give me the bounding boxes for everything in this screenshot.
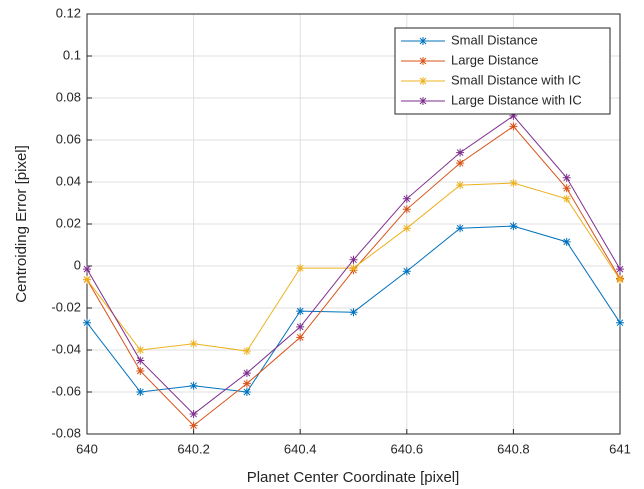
marker	[562, 237, 571, 246]
marker	[296, 333, 305, 342]
marker	[616, 318, 624, 327]
marker	[402, 267, 411, 276]
marker	[242, 347, 251, 356]
x-tick-label: 640.8	[497, 441, 530, 456]
y-axis-label: Centroiding Error [pixel]	[13, 145, 30, 303]
marker	[136, 367, 145, 375]
y-tick-label: -0.02	[51, 299, 81, 314]
marker	[136, 388, 145, 396]
plot-frame	[86, 13, 621, 435]
marker	[456, 159, 465, 168]
marker	[242, 388, 251, 396]
marker	[509, 222, 518, 231]
marker	[616, 275, 624, 284]
x-tick-label: 640	[76, 441, 98, 456]
legend-box	[394, 27, 611, 115]
marker	[509, 122, 518, 131]
marker	[83, 265, 91, 274]
y-tick-label: 0.12	[56, 5, 81, 20]
marker	[189, 410, 198, 419]
legend: Small Distance Large Distance Small Distan…	[394, 27, 611, 115]
marker	[296, 264, 305, 273]
marker	[349, 255, 358, 264]
legend-marker	[419, 97, 427, 105]
marker	[402, 194, 411, 203]
y-tick-label: 0.06	[56, 131, 81, 146]
marker	[562, 194, 571, 203]
x-axis-label: Planet Center Coordinate [pixel]	[247, 469, 460, 486]
y-tick-label: 0	[74, 257, 81, 272]
marker	[296, 307, 305, 316]
marker	[189, 381, 198, 390]
y-tick-label: -0.06	[51, 383, 81, 398]
marker	[349, 264, 358, 273]
legend-marker	[419, 57, 427, 65]
legend-label: Small Distance	[451, 32, 538, 47]
marker	[562, 173, 571, 182]
x-tick-label: 641	[609, 441, 631, 456]
x-tick-label: 640.6	[391, 441, 424, 456]
legend-marker	[419, 77, 427, 85]
marker	[189, 339, 198, 348]
marker	[83, 275, 91, 284]
marker	[616, 265, 624, 274]
y-tick-label: -0.08	[51, 425, 81, 440]
marker	[349, 308, 358, 317]
marker	[136, 356, 145, 365]
marker	[242, 379, 251, 388]
legend-marker	[419, 37, 427, 45]
marker	[509, 179, 518, 188]
marker	[136, 346, 145, 354]
y-tick-label: 0.08	[56, 89, 81, 104]
marker	[83, 318, 91, 327]
marker	[456, 148, 465, 157]
y-tick-label: 0.04	[56, 173, 81, 188]
y-tick-label: 0.1	[63, 47, 81, 62]
legend-label: Large Distance	[451, 52, 538, 67]
marker	[402, 205, 411, 214]
marker	[562, 184, 571, 193]
marker	[509, 111, 518, 120]
marker	[242, 369, 251, 378]
x-tick-label: 640.2	[177, 441, 210, 456]
marker	[402, 224, 411, 233]
marker	[456, 181, 465, 190]
marker	[296, 322, 305, 331]
legend-label: Large Distance with IC	[451, 92, 582, 107]
y-tick-label: -0.04	[51, 341, 81, 356]
marker	[189, 421, 198, 430]
marker	[456, 224, 465, 233]
legend-label: Small Distance with IC	[451, 72, 581, 87]
x-tick-label: 640.4	[284, 441, 317, 456]
y-tick-label: 0.02	[56, 215, 81, 230]
